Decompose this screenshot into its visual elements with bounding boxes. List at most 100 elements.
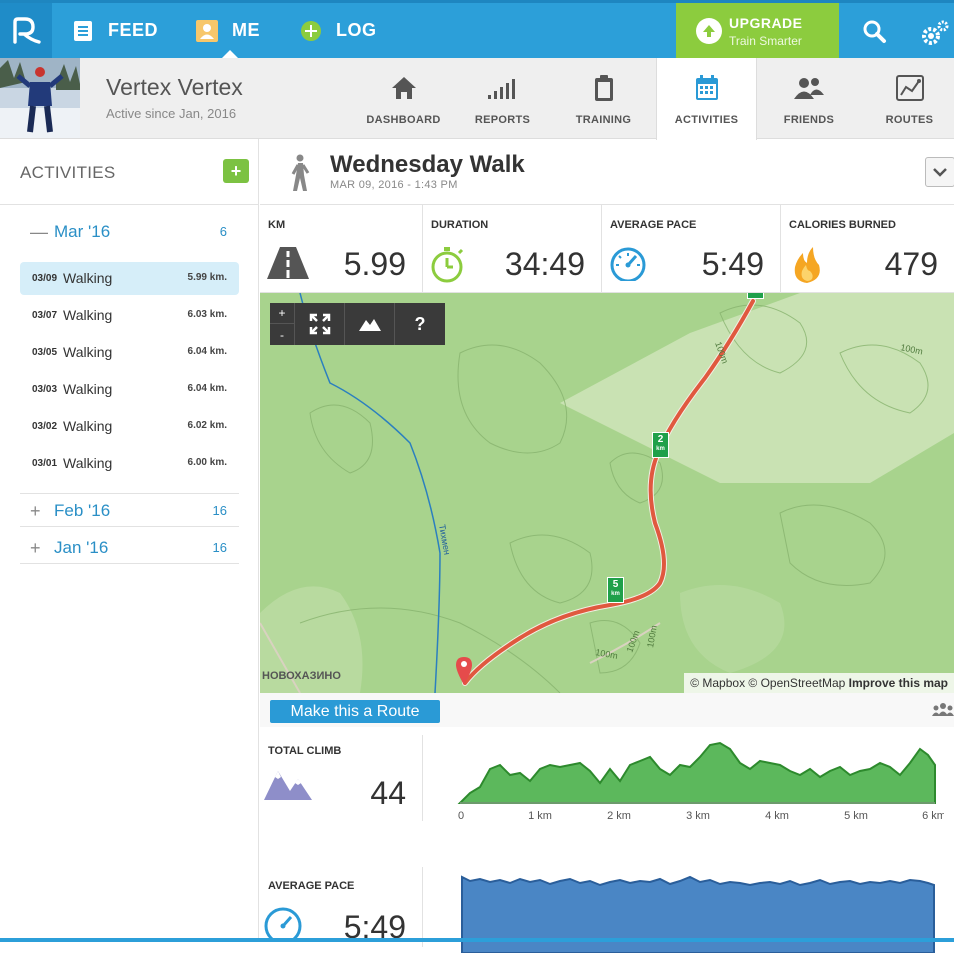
activity-date: 03/01 bbox=[32, 458, 58, 469]
app-logo[interactable] bbox=[0, 3, 52, 58]
active-nav-caret bbox=[222, 50, 238, 58]
clipboard-icon bbox=[594, 74, 614, 102]
map-help-button[interactable]: ? bbox=[414, 313, 426, 334]
km-marker-end bbox=[747, 293, 764, 299]
gear-icon[interactable] bbox=[920, 19, 949, 47]
stat-label: DURATION bbox=[431, 219, 489, 231]
me-icon bbox=[196, 19, 218, 42]
chart-tick: 6 km bbox=[922, 810, 944, 822]
profile-bar: Vertex Vertex Active since Jan, 2016 DAS… bbox=[0, 58, 954, 140]
add-activity-button[interactable]: + bbox=[223, 159, 249, 183]
zoom-controls: + - bbox=[270, 303, 295, 345]
stat-label: CALORIES BURNED bbox=[789, 219, 896, 231]
tab-activities[interactable]: ACTIVITIES bbox=[656, 58, 757, 140]
make-route-button[interactable]: Make this a Route bbox=[270, 700, 440, 723]
stat-value: 5.99 bbox=[343, 246, 406, 282]
add-circle-icon bbox=[300, 20, 322, 42]
activity-name: Walking bbox=[63, 381, 113, 397]
chart-tick: 4 km bbox=[765, 810, 789, 822]
terrain-button[interactable] bbox=[345, 303, 395, 345]
avatar[interactable] bbox=[0, 58, 80, 138]
km-marker-unit: km bbox=[611, 591, 620, 597]
improve-map-link[interactable]: Improve this map bbox=[848, 676, 948, 690]
nav-feed[interactable]: FEED bbox=[72, 3, 158, 58]
average-pace-section: AVERAGE PACE 5:49 bbox=[260, 857, 954, 953]
stat-value: 5:49 bbox=[701, 246, 764, 282]
expand-icon: + bbox=[30, 501, 41, 521]
nav-me[interactable]: ME bbox=[196, 3, 260, 58]
upgrade-title: UPGRADE bbox=[729, 15, 803, 31]
fullscreen-button[interactable] bbox=[295, 303, 345, 345]
month-group-jan[interactable]: + Jan '16 16 bbox=[20, 534, 239, 564]
bar-chart-icon bbox=[487, 74, 519, 102]
route-bar: Make this a Route bbox=[260, 693, 954, 727]
runkeeper-logo-icon bbox=[13, 16, 41, 44]
zoom-out-button[interactable]: - bbox=[280, 327, 284, 342]
chart-tick: 1 km bbox=[528, 810, 552, 822]
map-route-icon bbox=[895, 74, 924, 102]
expand-icon: + bbox=[30, 538, 41, 558]
stats-row: KM 5.99 DURATION 34:49 AVERAGE PACE 5:49… bbox=[260, 204, 954, 293]
zoom-in-button[interactable]: + bbox=[270, 303, 294, 324]
contour-label: 100m bbox=[645, 624, 659, 648]
route-map[interactable]: 100m 100m 100m 100m 100m Тихмен НОВОХАЗИ… bbox=[260, 293, 954, 693]
activity-name: Walking bbox=[63, 418, 113, 434]
top-nav-bar: FEED ME LOG UPGRADE Train Smarter bbox=[0, 0, 954, 58]
activity-item-0302[interactable]: 03/02 Walking 6.02 km. bbox=[20, 410, 239, 443]
stat-average-pace: AVERAGE PACE 5:49 bbox=[602, 205, 781, 293]
activity-item-0307[interactable]: 03/07 Walking 6.03 km. bbox=[20, 299, 239, 332]
km-marker-2: 2 km bbox=[652, 432, 669, 458]
sidebar-title: ACTIVITIES bbox=[20, 163, 116, 182]
activity-name: Walking bbox=[63, 270, 113, 286]
nav-feed-label: FEED bbox=[108, 20, 159, 40]
stat-label: KM bbox=[268, 219, 286, 231]
stopwatch-icon bbox=[429, 245, 469, 283]
pace-label: AVERAGE PACE bbox=[268, 880, 355, 892]
activity-datetime: MAR 09, 2016 - 1:43 PM bbox=[330, 179, 458, 191]
mountains-icon bbox=[264, 767, 312, 806]
people-icon[interactable] bbox=[932, 702, 954, 718]
attribution-text[interactable]: © Mapbox © OpenStreetMap bbox=[690, 676, 846, 690]
stat-km: KM 5.99 bbox=[260, 205, 423, 293]
activities-sidebar: ACTIVITIES + — Mar '16 6 03/09 Walking 5… bbox=[0, 139, 259, 942]
start-pin-icon bbox=[456, 657, 472, 685]
nav-log-label: LOG bbox=[336, 20, 377, 40]
tab-reports[interactable]: REPORTS bbox=[465, 58, 540, 138]
speedometer-icon bbox=[608, 245, 648, 283]
stat-value: 34:49 bbox=[504, 246, 585, 282]
month-group-mar[interactable]: — Mar '16 6 bbox=[20, 218, 239, 248]
arrow-up-icon bbox=[696, 18, 722, 44]
search-icon[interactable] bbox=[862, 19, 888, 45]
tab-friends[interactable]: FRIENDS bbox=[770, 58, 848, 138]
contour-label: 100m bbox=[900, 342, 924, 356]
nav-log[interactable]: LOG bbox=[300, 3, 377, 58]
tab-activities-label: ACTIVITIES bbox=[674, 114, 739, 126]
tab-training-label: TRAINING bbox=[575, 114, 632, 126]
upgrade-button[interactable]: UPGRADE Train Smarter bbox=[676, 3, 839, 58]
divider bbox=[20, 493, 239, 494]
km-marker-5: 5 km bbox=[607, 577, 624, 603]
calendar-icon bbox=[695, 74, 719, 102]
tab-friends-label: FRIENDS bbox=[783, 114, 835, 126]
activity-item-0303[interactable]: 03/03 Walking 6.04 km. bbox=[20, 373, 239, 406]
activity-item-0301[interactable]: 03/01 Walking 6.00 km. bbox=[20, 447, 239, 480]
road-icon bbox=[266, 245, 309, 283]
map-controls: + - ? bbox=[270, 303, 445, 345]
tab-dashboard[interactable]: DASHBOARD bbox=[361, 58, 446, 138]
tab-training[interactable]: TRAINING bbox=[566, 58, 641, 138]
activity-item-0309[interactable]: 03/09 Walking 5.99 km. bbox=[20, 262, 239, 295]
chart-tick: 3 km bbox=[686, 810, 710, 822]
activity-item-0305[interactable]: 03/05 Walking 6.04 km. bbox=[20, 336, 239, 369]
activity-distance: 6.00 km. bbox=[187, 457, 227, 468]
friends-icon bbox=[792, 74, 826, 102]
month-group-feb[interactable]: + Feb '16 16 bbox=[20, 497, 239, 527]
walking-icon bbox=[288, 154, 310, 192]
activity-options-button[interactable] bbox=[925, 157, 954, 187]
flame-icon bbox=[787, 245, 827, 283]
activity-distance: 6.03 km. bbox=[187, 309, 227, 320]
activity-date: 03/07 bbox=[32, 310, 58, 321]
tab-routes[interactable]: ROUTES bbox=[873, 58, 946, 138]
nav-me-label: ME bbox=[232, 20, 260, 40]
activity-distance: 6.04 km. bbox=[187, 383, 227, 394]
chart-tick: 0 bbox=[458, 810, 464, 822]
